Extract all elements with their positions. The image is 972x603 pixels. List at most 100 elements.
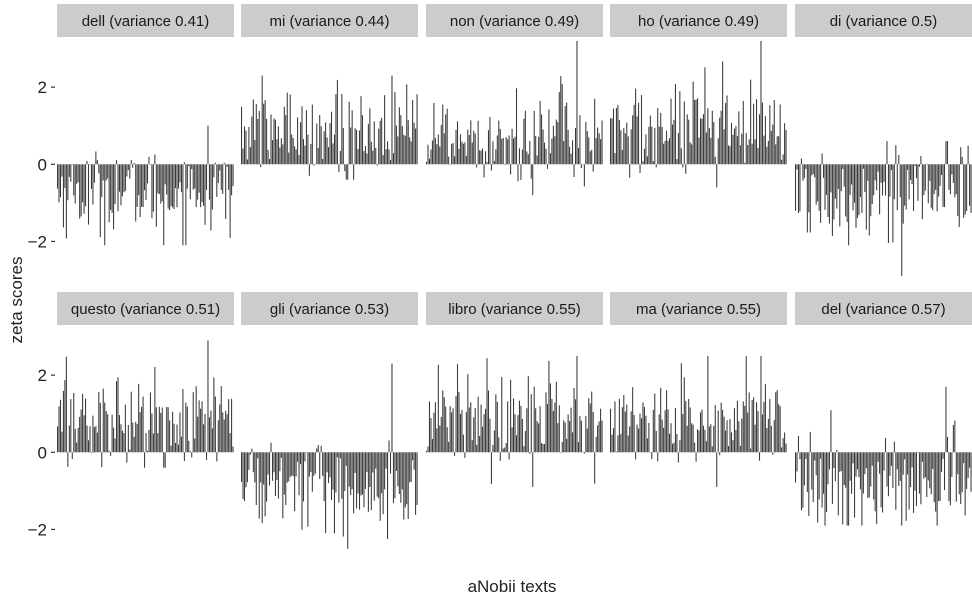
bar — [394, 92, 396, 165]
bar — [610, 118, 612, 165]
bar — [335, 452, 337, 493]
bar — [686, 114, 688, 165]
bar — [949, 452, 951, 506]
bar — [854, 452, 856, 518]
bar — [805, 164, 807, 169]
bar — [901, 452, 903, 526]
bar — [796, 452, 798, 472]
bar — [62, 164, 64, 228]
bar — [677, 452, 679, 463]
bar — [833, 452, 835, 469]
bar — [297, 117, 299, 165]
bar — [530, 164, 532, 179]
bar — [351, 452, 353, 490]
bar — [776, 390, 778, 453]
facet-panel: di (variance 0.5) — [795, 4, 972, 277]
bar — [342, 128, 344, 165]
bar — [61, 164, 63, 177]
bar — [248, 452, 250, 470]
bar — [121, 164, 123, 197]
bar — [166, 164, 168, 195]
bar — [307, 452, 309, 527]
bar — [664, 140, 666, 165]
bar — [507, 139, 509, 165]
bar — [610, 408, 612, 453]
bar — [83, 164, 85, 214]
bar — [745, 355, 747, 453]
bar — [591, 149, 593, 165]
bar — [123, 433, 125, 453]
bar — [161, 164, 163, 202]
bar — [943, 164, 946, 208]
bar — [714, 405, 716, 453]
bar — [102, 388, 104, 453]
bar — [348, 452, 350, 487]
bar — [723, 416, 725, 453]
bar — [849, 452, 851, 481]
bar — [57, 164, 59, 189]
bar — [382, 452, 384, 515]
bar — [760, 355, 762, 453]
bar — [404, 452, 406, 508]
bar — [351, 110, 353, 165]
bar — [354, 128, 356, 165]
bar — [313, 164, 315, 166]
bar — [570, 407, 572, 453]
bar — [251, 448, 253, 453]
bar — [120, 164, 122, 206]
bar — [288, 452, 290, 482]
bar — [902, 164, 904, 224]
bar — [523, 446, 525, 453]
bar — [890, 164, 892, 171]
bar — [800, 158, 802, 165]
bar — [101, 452, 103, 468]
bar — [843, 164, 845, 187]
bar — [661, 127, 663, 165]
bar — [158, 164, 160, 195]
bar — [245, 130, 247, 165]
bar — [549, 153, 551, 165]
bar — [523, 118, 525, 165]
bar — [117, 377, 119, 453]
bar — [574, 127, 577, 165]
bar — [654, 127, 656, 165]
bar — [86, 425, 88, 453]
bar — [942, 164, 944, 207]
bar — [638, 428, 640, 453]
bar — [163, 164, 165, 246]
bar — [582, 451, 584, 453]
bar — [876, 452, 878, 525]
bar — [213, 164, 215, 178]
bar — [127, 425, 129, 453]
bar — [180, 436, 182, 453]
bar — [717, 410, 719, 453]
bar — [689, 142, 691, 165]
bar — [317, 445, 319, 453]
bar — [682, 413, 684, 453]
bar — [188, 440, 190, 453]
bar — [927, 452, 929, 481]
bar — [825, 164, 828, 195]
bar — [651, 126, 653, 165]
bar — [541, 443, 543, 453]
bar — [882, 164, 884, 196]
bar — [827, 164, 829, 217]
bar — [761, 414, 763, 453]
facet-panel: del (variance 0.57) — [795, 292, 972, 526]
bar — [776, 136, 778, 165]
bar — [479, 435, 481, 453]
bar — [348, 101, 350, 165]
bar — [640, 418, 643, 453]
bar — [674, 407, 676, 453]
bar — [796, 164, 798, 170]
bar — [211, 164, 213, 210]
bar — [146, 450, 149, 453]
bar — [870, 452, 872, 487]
bar — [701, 118, 703, 165]
bar — [144, 452, 146, 468]
bar — [733, 408, 735, 453]
bar — [692, 81, 694, 165]
bar — [98, 392, 100, 453]
bar — [642, 402, 644, 453]
